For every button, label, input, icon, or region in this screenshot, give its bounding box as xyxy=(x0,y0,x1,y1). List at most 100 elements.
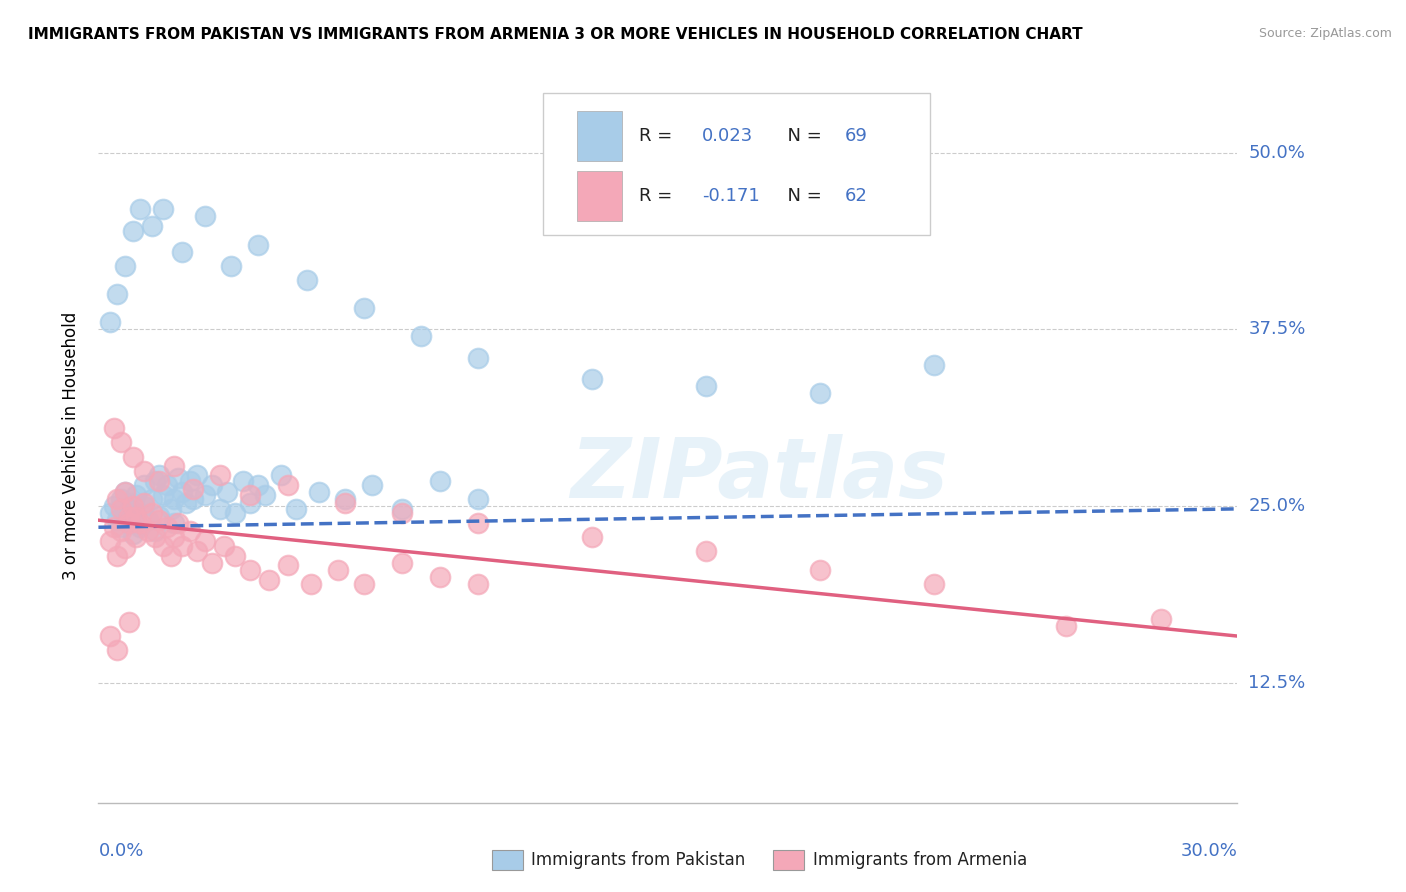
Point xyxy=(132,499,155,513)
Point xyxy=(208,501,231,516)
Point xyxy=(129,520,152,534)
Point xyxy=(246,478,269,492)
Point xyxy=(114,541,136,556)
Point xyxy=(170,244,193,259)
Text: R =: R = xyxy=(640,127,678,145)
Point xyxy=(186,467,208,482)
Point xyxy=(148,474,170,488)
Point xyxy=(141,506,163,520)
Point xyxy=(121,496,143,510)
Point xyxy=(277,558,299,573)
Point xyxy=(163,459,186,474)
Point xyxy=(808,386,831,401)
Point xyxy=(118,501,141,516)
Point xyxy=(110,520,132,534)
FancyBboxPatch shape xyxy=(576,171,623,221)
Point xyxy=(98,315,121,329)
Point xyxy=(141,219,163,234)
Point xyxy=(183,491,205,506)
Point xyxy=(125,506,148,520)
Point xyxy=(107,287,129,301)
Point xyxy=(174,496,197,510)
Text: Immigrants from Pakistan: Immigrants from Pakistan xyxy=(531,851,745,869)
Text: N =: N = xyxy=(776,127,828,145)
Point xyxy=(125,510,148,524)
Point xyxy=(125,488,148,502)
Point xyxy=(145,524,167,539)
Text: IMMIGRANTS FROM PAKISTAN VS IMMIGRANTS FROM ARMENIA 3 OR MORE VEHICLES IN HOUSEH: IMMIGRANTS FROM PAKISTAN VS IMMIGRANTS F… xyxy=(28,27,1083,42)
Point xyxy=(297,273,319,287)
Text: 30.0%: 30.0% xyxy=(1181,842,1237,860)
Point xyxy=(145,474,167,488)
Point xyxy=(183,482,205,496)
Point xyxy=(163,530,186,544)
Text: 62: 62 xyxy=(845,187,868,205)
Point xyxy=(221,259,243,273)
Text: N =: N = xyxy=(776,187,828,205)
Point xyxy=(429,570,451,584)
Point xyxy=(103,520,125,534)
Text: 50.0%: 50.0% xyxy=(1249,144,1305,161)
Point xyxy=(103,499,125,513)
Point xyxy=(201,556,224,570)
Point xyxy=(129,516,152,530)
Text: 69: 69 xyxy=(845,127,868,145)
Point xyxy=(118,516,141,530)
Point xyxy=(217,484,239,499)
Point xyxy=(163,516,186,530)
Point xyxy=(121,223,143,237)
Point xyxy=(118,510,141,524)
Point xyxy=(212,539,235,553)
Point xyxy=(239,563,262,577)
Point xyxy=(391,506,413,520)
Point xyxy=(159,549,181,563)
Point xyxy=(194,488,217,502)
Point xyxy=(467,516,489,530)
Point xyxy=(208,467,231,482)
Point xyxy=(110,491,132,506)
Point xyxy=(148,467,170,482)
Point xyxy=(107,491,129,506)
Point xyxy=(98,534,121,549)
Point xyxy=(186,544,208,558)
Point xyxy=(114,259,136,273)
Point xyxy=(922,576,945,591)
Point xyxy=(103,421,125,435)
Text: -0.171: -0.171 xyxy=(702,187,759,205)
Point xyxy=(118,516,141,530)
Point xyxy=(98,506,121,520)
Point xyxy=(110,435,132,450)
Point xyxy=(194,534,217,549)
Point xyxy=(224,506,246,520)
Point xyxy=(136,524,159,539)
Point xyxy=(163,491,186,506)
Point xyxy=(922,358,945,372)
Point xyxy=(270,467,292,482)
Point xyxy=(391,556,413,570)
Point xyxy=(581,372,603,386)
Point xyxy=(1150,612,1173,626)
Point xyxy=(121,527,143,541)
Point xyxy=(156,478,179,492)
Point xyxy=(808,563,831,577)
Point xyxy=(246,237,269,252)
Point xyxy=(391,501,413,516)
Text: 0.023: 0.023 xyxy=(702,127,754,145)
Point xyxy=(107,513,129,527)
Point xyxy=(353,576,375,591)
Point xyxy=(284,501,307,516)
Y-axis label: 3 or more Vehicles in Household: 3 or more Vehicles in Household xyxy=(62,312,80,580)
Point xyxy=(1056,619,1078,633)
Point xyxy=(156,520,179,534)
Point xyxy=(353,301,375,316)
FancyBboxPatch shape xyxy=(543,93,929,235)
Text: 37.5%: 37.5% xyxy=(1249,320,1306,338)
Point xyxy=(239,496,262,510)
Point xyxy=(326,563,349,577)
Point xyxy=(179,474,201,488)
Point xyxy=(152,539,174,553)
Point xyxy=(125,530,148,544)
Point xyxy=(114,510,136,524)
Point xyxy=(179,524,201,539)
Text: R =: R = xyxy=(640,187,678,205)
